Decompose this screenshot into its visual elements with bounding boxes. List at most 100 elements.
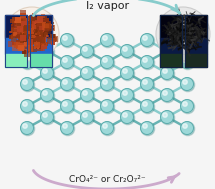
Circle shape — [181, 99, 194, 112]
Circle shape — [43, 47, 47, 51]
Circle shape — [81, 45, 95, 59]
Circle shape — [23, 102, 27, 106]
Circle shape — [63, 80, 67, 84]
Circle shape — [120, 88, 134, 101]
Circle shape — [81, 89, 95, 103]
Circle shape — [123, 47, 127, 51]
Circle shape — [101, 122, 115, 136]
Bar — [160, 54, 182, 67]
Circle shape — [61, 34, 75, 48]
Circle shape — [161, 88, 174, 101]
Circle shape — [181, 78, 195, 92]
Circle shape — [23, 80, 27, 84]
Circle shape — [80, 67, 94, 80]
Circle shape — [83, 91, 87, 95]
Circle shape — [161, 45, 175, 59]
Circle shape — [100, 56, 114, 68]
Circle shape — [101, 56, 115, 70]
Circle shape — [183, 58, 187, 62]
Circle shape — [5, 7, 59, 61]
Circle shape — [40, 88, 54, 101]
Circle shape — [123, 91, 127, 95]
Circle shape — [100, 99, 114, 112]
Bar — [5, 38, 27, 54]
Circle shape — [161, 111, 175, 125]
Bar — [185, 38, 207, 54]
Bar — [160, 38, 182, 54]
Circle shape — [60, 77, 74, 91]
Bar — [30, 15, 52, 38]
Circle shape — [140, 77, 154, 91]
Circle shape — [80, 111, 94, 123]
Circle shape — [21, 100, 35, 114]
Circle shape — [21, 122, 35, 136]
Bar — [5, 15, 27, 67]
Circle shape — [41, 89, 55, 103]
Circle shape — [123, 69, 127, 73]
Circle shape — [163, 69, 167, 73]
Circle shape — [141, 78, 155, 92]
Bar — [30, 38, 52, 54]
Circle shape — [63, 102, 67, 106]
Circle shape — [181, 100, 195, 114]
Circle shape — [20, 33, 34, 46]
Circle shape — [121, 89, 135, 103]
Circle shape — [60, 33, 74, 46]
Circle shape — [161, 111, 174, 123]
Circle shape — [181, 56, 194, 68]
Circle shape — [143, 80, 147, 84]
Circle shape — [161, 44, 174, 57]
Circle shape — [181, 122, 195, 136]
Circle shape — [181, 33, 194, 46]
Circle shape — [43, 69, 47, 73]
Circle shape — [41, 45, 55, 59]
Circle shape — [121, 67, 135, 81]
Circle shape — [61, 78, 75, 92]
Circle shape — [83, 113, 87, 117]
Circle shape — [23, 58, 27, 62]
Circle shape — [141, 100, 155, 114]
Circle shape — [21, 34, 35, 48]
Circle shape — [100, 33, 114, 46]
Circle shape — [181, 34, 195, 48]
Circle shape — [60, 99, 74, 112]
Circle shape — [140, 56, 154, 68]
Circle shape — [61, 100, 75, 114]
Circle shape — [40, 67, 54, 80]
Circle shape — [41, 67, 55, 81]
Circle shape — [23, 124, 27, 128]
Circle shape — [183, 80, 187, 84]
Circle shape — [40, 44, 54, 57]
Circle shape — [183, 124, 187, 128]
Circle shape — [121, 45, 135, 59]
Circle shape — [143, 36, 147, 40]
Circle shape — [21, 78, 35, 92]
Circle shape — [181, 77, 194, 91]
Circle shape — [156, 7, 210, 61]
Circle shape — [183, 36, 187, 40]
Circle shape — [161, 67, 174, 80]
Circle shape — [101, 78, 115, 92]
Text: I₂ vapor: I₂ vapor — [86, 1, 129, 11]
Circle shape — [101, 34, 115, 48]
Circle shape — [101, 100, 115, 114]
Bar — [185, 15, 207, 38]
Circle shape — [81, 111, 95, 125]
Circle shape — [163, 113, 167, 117]
Circle shape — [103, 36, 107, 40]
Bar — [30, 15, 52, 67]
Circle shape — [143, 102, 147, 106]
Circle shape — [23, 36, 27, 40]
Circle shape — [140, 122, 154, 135]
Circle shape — [161, 89, 175, 103]
Circle shape — [80, 88, 94, 101]
Circle shape — [61, 56, 75, 70]
Circle shape — [103, 102, 107, 106]
Circle shape — [100, 77, 114, 91]
Bar — [160, 15, 182, 67]
Circle shape — [161, 67, 175, 81]
Circle shape — [40, 111, 54, 123]
Circle shape — [103, 124, 107, 128]
Circle shape — [20, 77, 34, 91]
Circle shape — [120, 111, 134, 123]
